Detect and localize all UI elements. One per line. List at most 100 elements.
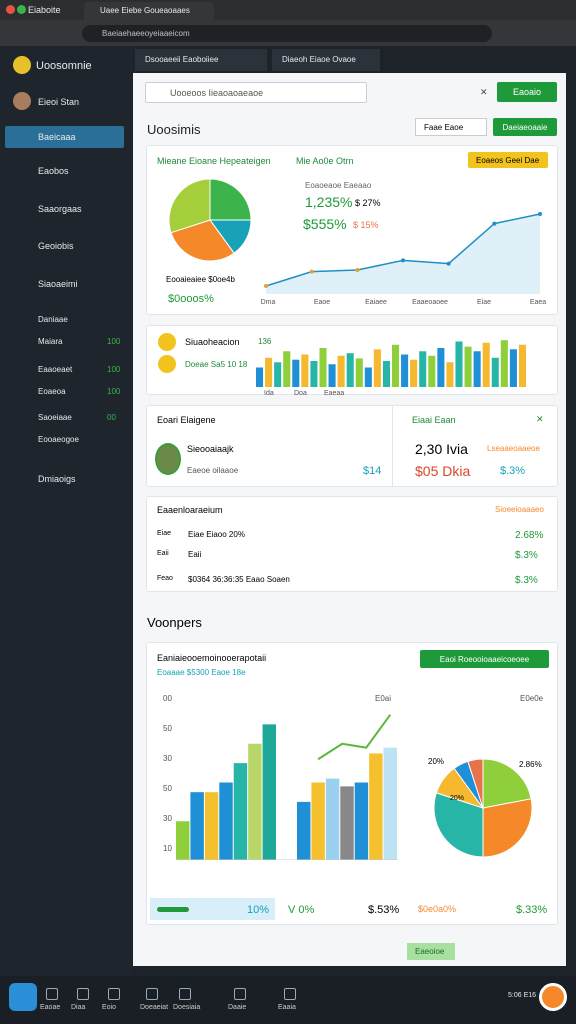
row-label: Eiae (157, 530, 172, 537)
y-label: 30 (163, 754, 172, 763)
taskbar (0, 976, 576, 1024)
dropdown[interactable] (415, 118, 487, 136)
section-title: Uoosimis (147, 122, 201, 137)
footer-value: $.53% (368, 904, 400, 916)
nav-item[interactable]: Siaoaeimi (38, 279, 78, 289)
card-subtitle: Eoaaae $5300 Eaoe 18e (157, 668, 246, 677)
count: 100 (107, 337, 121, 346)
tab-label[interactable]: Dsooaeeii Eaoboiiee (145, 55, 219, 64)
avatar[interactable] (539, 983, 567, 1011)
bar (274, 362, 282, 387)
task-label[interactable]: Doeaeiat (140, 1004, 169, 1011)
card-subtitle: Doeae Sa5 10 18 (185, 360, 248, 369)
x-label: Eaea (530, 299, 546, 306)
start[interactable] (9, 983, 37, 1011)
task-icon[interactable] (46, 988, 58, 1000)
task-label[interactable]: Diaa (71, 1004, 86, 1011)
bar (382, 361, 390, 387)
tab[interactable] (272, 49, 380, 71)
close[interactable]: ✕ (480, 87, 488, 97)
nav-item[interactable]: Geoiobis (38, 241, 74, 251)
task-icon[interactable] (284, 988, 296, 1000)
search[interactable] (145, 82, 367, 103)
point (355, 268, 360, 272)
button[interactable]: Eaoaio (497, 82, 557, 102)
user: Eieoi Stan (38, 97, 80, 107)
area (266, 214, 540, 294)
search-text[interactable]: Uooeoos Iieaoaoaeaoe (170, 88, 264, 98)
bar (410, 359, 418, 387)
bar (518, 344, 526, 387)
bar (383, 747, 397, 860)
bar-chart (176, 714, 398, 860)
task-icon[interactable] (234, 988, 246, 1000)
card (146, 496, 558, 592)
bar (262, 724, 276, 860)
bar (509, 349, 517, 387)
task-icon[interactable] (146, 988, 158, 1000)
nav-item[interactable]: Saaorgaas (38, 204, 82, 214)
url[interactable]: Baeiaehaeeoyeiaaeicom (102, 29, 190, 38)
x-label: Eaeaa (324, 390, 344, 397)
badge-text: Eoaeos Geei Dae (476, 156, 540, 165)
bar (219, 782, 233, 860)
task-icon[interactable] (77, 988, 89, 1000)
tab-label[interactable]: Diaeoh Eiaoe Ovaoe (282, 55, 356, 64)
nav-sub-item[interactable]: Eoaeoa (38, 387, 66, 396)
bar (473, 351, 481, 387)
card-title: Eaaenloaraeium (157, 505, 223, 515)
clock: 5:06 E16 (508, 992, 537, 999)
pie-slice (467, 758, 484, 809)
stat: 1,235% (305, 194, 353, 210)
nav-item[interactable]: Baeicaaa (38, 132, 76, 142)
task-icon[interactable] (108, 988, 120, 1000)
y-label: 00 (163, 694, 172, 703)
task-label[interactable]: Eaoae (40, 1004, 61, 1011)
button[interactable]: Eaoi Roeooioaaeicoeoee (420, 650, 549, 668)
bar (311, 782, 325, 860)
nav-item[interactable]: Dmiaoigs (38, 474, 76, 484)
bar (233, 763, 248, 860)
bar (373, 349, 381, 387)
nav-sub-item[interactable]: Saoeiaae (38, 413, 72, 422)
bar (292, 359, 300, 387)
card (146, 405, 558, 487)
nav-item[interactable]: Eaobos (38, 166, 69, 176)
pie-slice (209, 178, 252, 221)
button[interactable]: Daeiaeoaaie (493, 118, 557, 136)
close[interactable]: ✕ (536, 414, 544, 424)
avatar (155, 443, 181, 475)
task-label[interactable]: Eoio (102, 1004, 117, 1011)
nav-sub-item[interactable]: Eooaeogoe (38, 435, 79, 444)
tab-title[interactable]: Eiaboite (28, 5, 61, 15)
footer-cell (150, 898, 275, 920)
tab-title[interactable]: Uaee Eiebe Goueaoaaes (100, 6, 190, 15)
card-title: Mieane Eioane Hepeateigen (157, 156, 271, 166)
task-label[interactable]: Eaaia (278, 1004, 296, 1011)
nav-sub-item[interactable]: Eaaoeaet (38, 365, 73, 374)
footer-value: $0e0a0% (418, 904, 457, 914)
task-icon[interactable] (179, 988, 191, 1000)
pie-chart (433, 758, 533, 858)
nav-sub-item[interactable]: Daniaae (38, 315, 68, 324)
address-field[interactable] (82, 25, 492, 42)
amount: $14 (363, 465, 382, 477)
task-label[interactable]: Doesiaia (173, 1004, 201, 1011)
tab[interactable] (135, 49, 267, 71)
nav-sub-item[interactable]: Maiara (38, 337, 63, 346)
task-label[interactable]: Daaie (228, 1004, 247, 1011)
row-label: Eaii (157, 550, 169, 557)
button[interactable] (407, 943, 455, 960)
point (264, 284, 268, 288)
button-text[interactable]: Eaeoioe (415, 947, 445, 956)
dropdown-text[interactable]: Faae Eaoe (424, 123, 464, 132)
bar (491, 357, 499, 387)
bar (401, 354, 409, 387)
stat: $ 15% (353, 220, 379, 230)
active-item[interactable] (5, 126, 124, 148)
bar (337, 355, 345, 387)
card-title: Eoari Elaigene (157, 415, 216, 425)
point (309, 269, 314, 274)
count: 136 (258, 337, 272, 346)
tab[interactable] (84, 2, 214, 20)
